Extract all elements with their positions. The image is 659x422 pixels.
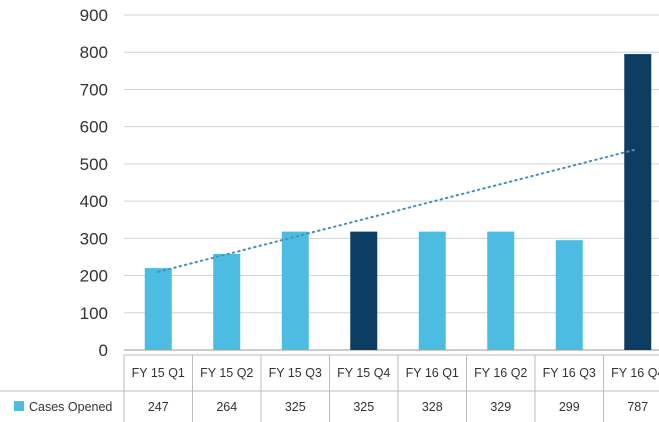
bars	[144, 54, 652, 350]
y-tick-label: 600	[80, 118, 108, 137]
y-tick-label: 700	[80, 80, 108, 99]
category-label: FY 16 Q2	[474, 366, 527, 380]
data-label: 299	[559, 400, 580, 414]
bar	[487, 231, 515, 350]
y-tick-label: 900	[80, 6, 108, 25]
trendline	[157, 148, 639, 273]
data-label: 329	[490, 400, 511, 414]
bar	[555, 240, 583, 350]
gridlines	[124, 14, 659, 351]
category-label: FY 16 Q3	[543, 366, 596, 380]
data-label: 325	[285, 400, 306, 414]
data-label: 325	[353, 400, 374, 414]
y-tick-label: 500	[80, 155, 108, 174]
bar	[418, 231, 446, 350]
y-tick-label: 400	[80, 192, 108, 211]
bar	[281, 231, 309, 350]
y-tick-label: 200	[80, 267, 108, 286]
data-label: 264	[216, 400, 237, 414]
bar	[213, 253, 241, 350]
data-label: 247	[148, 400, 169, 414]
legend-swatch	[14, 401, 24, 411]
bar	[350, 231, 378, 350]
y-tick-label: 0	[99, 341, 108, 360]
category-label: FY 16 Q1	[406, 366, 459, 380]
y-axis-ticks: 0 100 200 300 400 500 600 700 800 900	[80, 6, 108, 360]
y-tick-label: 800	[80, 43, 108, 62]
bar	[144, 268, 172, 350]
category-label: FY 15 Q3	[269, 366, 322, 380]
data-label: 328	[422, 400, 443, 414]
bar	[624, 54, 652, 350]
data-table: FY 15 Q1 FY 15 Q2 FY 15 Q3 FY 15 Q4 FY 16 Q1…	[0, 354, 659, 422]
category-label: FY 15 Q4	[337, 366, 390, 380]
category-label: FY 15 Q2	[200, 366, 253, 380]
trendline-group	[157, 148, 639, 273]
data-label: 787	[627, 400, 648, 414]
category-label: FY 15 Q1	[132, 366, 185, 380]
y-tick-label: 100	[80, 304, 108, 323]
category-label: FY 16 Q4	[611, 366, 659, 380]
legend-label: Cases Opened	[29, 400, 112, 414]
y-tick-label: 300	[80, 229, 108, 248]
